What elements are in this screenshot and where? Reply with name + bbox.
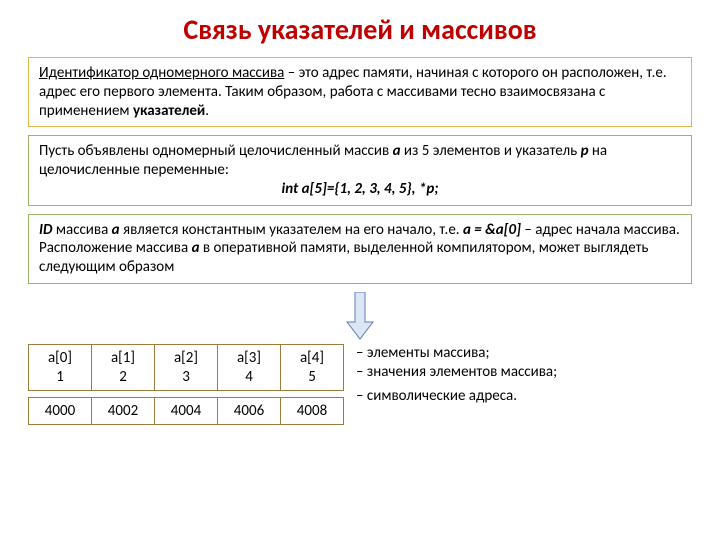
cell-address: 4004 [154, 397, 218, 425]
cell-index: a[3] [218, 349, 280, 368]
arrow-icon [346, 292, 374, 340]
cell-address: 4006 [217, 397, 281, 425]
def-period: . [205, 102, 209, 120]
row-addresses: 40004002400440064008 [28, 397, 344, 425]
cell-index: a[0] [29, 349, 91, 368]
declaration-box: Пусть объявлены одномерный целочисленный… [28, 135, 692, 205]
memory-table: a[0]1a[1]2a[2]3a[3]4a[4]5 40004002400440… [28, 344, 692, 426]
legend-elements: – элементы массива; [356, 344, 557, 363]
cell-value: 4 [218, 368, 280, 387]
table-legend: – элементы массива; – значения элементов… [344, 344, 557, 426]
cell-index-value: a[2]3 [154, 344, 218, 392]
cell-value: 3 [155, 368, 217, 387]
cell-address: 4002 [91, 397, 155, 425]
cell-index: a[2] [155, 349, 217, 368]
cell-value: 1 [29, 368, 91, 387]
cell-value: 2 [92, 368, 154, 387]
legend-addresses: – символические адреса. [356, 387, 557, 406]
cell-address: 4000 [28, 397, 92, 425]
def-tail: указателей [133, 102, 205, 120]
slide-title: Связь указателей и массивов [28, 12, 692, 47]
cell-address: 4008 [280, 397, 344, 425]
explanation-box: ID массива а является константным указат… [28, 214, 692, 284]
decl-code: int a[5]={1, 2, 3, 4, 5}, *p; [39, 180, 681, 199]
definition-box: Идентификатор одномерного массива – это … [28, 57, 692, 127]
cell-value: 5 [281, 368, 343, 387]
cell-index: a[4] [281, 349, 343, 368]
decl-text: Пусть объявлены одномерный целочисленный… [39, 142, 681, 180]
legend-values: – значения элементов массива; [356, 363, 557, 382]
cell-index-value: a[1]2 [91, 344, 155, 392]
down-arrow [28, 292, 692, 340]
cell-index-value: a[3]4 [217, 344, 281, 392]
cell-index: a[1] [92, 349, 154, 368]
cell-index-value: a[4]5 [280, 344, 344, 392]
cell-index-value: a[0]1 [28, 344, 92, 392]
table-cells-group: a[0]1a[1]2a[2]3a[3]4a[4]5 40004002400440… [28, 344, 344, 426]
def-lead: Идентификатор одномерного массива [39, 64, 284, 82]
row-indices-values: a[0]1a[1]2a[2]3a[3]4a[4]5 [28, 344, 344, 392]
